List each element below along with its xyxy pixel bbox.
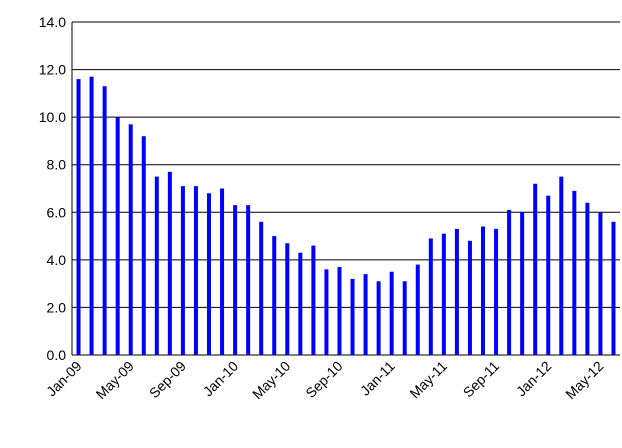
bar: [115, 117, 120, 356]
bar: [481, 226, 485, 355]
y-tick-label: 0.0: [47, 347, 67, 363]
bar: [598, 212, 603, 355]
bar: [128, 124, 133, 356]
x-tick-label: May-11: [406, 358, 450, 402]
bar: [611, 221, 616, 355]
bar: [220, 188, 225, 355]
x-tick-label: May-10: [249, 358, 293, 402]
bar: [507, 209, 512, 355]
bar: [193, 186, 198, 355]
bar: [559, 176, 564, 355]
y-tick-label: 8.0: [47, 157, 67, 173]
bar: [89, 76, 94, 355]
bar: [311, 245, 316, 355]
y-tick-label: 4.0: [47, 252, 67, 268]
bar: [415, 264, 420, 355]
x-tick-label: Sep-09: [146, 358, 189, 401]
bar: [441, 233, 446, 355]
bar: [167, 171, 172, 355]
bar: [350, 278, 355, 355]
x-tick-label: Jan-12: [513, 358, 555, 400]
bar: [533, 183, 538, 355]
bar: [585, 202, 590, 355]
x-tick-label: Jan-09: [43, 358, 85, 400]
bar: [376, 281, 381, 355]
y-tick-label: 14.0: [39, 14, 66, 30]
bar: [298, 252, 303, 355]
bar: [363, 274, 368, 355]
x-tick-label: Sep-11: [460, 358, 503, 401]
bar: [76, 79, 81, 355]
bar: [246, 205, 251, 355]
bar: [546, 195, 551, 355]
x-tick-label: May-09: [93, 358, 137, 402]
bar: [520, 212, 525, 355]
bar: [572, 190, 577, 355]
bar: [494, 228, 499, 355]
bar: [285, 243, 290, 355]
bar: [324, 269, 329, 355]
bar: [272, 236, 277, 355]
y-tick-label: 6.0: [47, 204, 67, 220]
x-tick-label: Sep-10: [302, 358, 345, 401]
bar: [180, 186, 185, 355]
y-tick-label: 12.0: [39, 62, 66, 78]
y-tick-label: 10.0: [39, 109, 66, 125]
bar: [454, 228, 459, 355]
bar: [102, 86, 107, 355]
bar: [141, 136, 146, 355]
bar: [207, 193, 211, 355]
bar: [154, 176, 159, 355]
bar: [428, 238, 433, 355]
bar: [337, 266, 342, 355]
bar: [467, 240, 472, 355]
bar: [233, 205, 238, 355]
x-tick-label: May-12: [562, 358, 606, 402]
bar: [259, 221, 264, 355]
x-tick-label: Jan-11: [357, 358, 398, 399]
y-tick-label: 2.0: [47, 299, 67, 315]
x-tick-label: Jan-10: [200, 358, 242, 400]
bar: [402, 281, 407, 355]
bar: [389, 271, 394, 355]
